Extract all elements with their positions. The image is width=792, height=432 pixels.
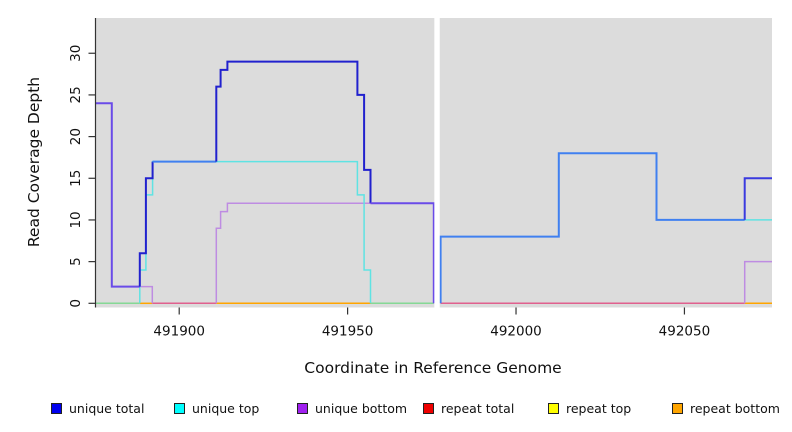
legend-swatch-repeat-top-icon (548, 402, 559, 414)
y-tick-label: 30 (68, 45, 84, 62)
series-unique-top-left (139, 160, 372, 304)
legend-label: repeat bottom (690, 400, 780, 416)
legend: unique total unique top unique bottom re… (0, 399, 792, 423)
legend-label: repeat top (566, 400, 632, 416)
series-unique-total-e (370, 202, 435, 304)
x-tick-label: 492000 (490, 324, 542, 340)
series-unique-total-g (743, 177, 772, 220)
legend-item-repeat-bottom: repeat bottom (672, 399, 780, 417)
series-unique-total-b (138, 161, 154, 287)
y-tick-label: 10 (68, 211, 84, 228)
legend-item-unique-bottom: unique bottom (297, 399, 407, 417)
legend-swatch-repeat-total-icon (423, 402, 434, 414)
y-tick-label: 20 (68, 128, 84, 145)
series-unique-total-a (95, 102, 140, 288)
x-axis-title: Coordinate in Reference Genome (304, 359, 562, 377)
legend-swatch-unique-total-icon (51, 402, 62, 414)
y-tick-label: 25 (68, 86, 84, 103)
y-tick-label: 0 (68, 299, 84, 308)
legend-label: repeat total (441, 400, 515, 416)
legend-swatch-repeat-bottom-icon (672, 402, 683, 414)
legend-item-unique-total: unique total (51, 399, 144, 417)
series-unique-bottom-right (743, 260, 772, 304)
legend-label: unique top (192, 400, 260, 416)
y-tick-label: 5 (68, 257, 84, 266)
legend-label: unique bottom (315, 400, 408, 416)
x-tick-label: 491900 (153, 324, 205, 340)
coverage-gap-mask (434, 18, 440, 308)
series-unique-total-d (215, 60, 372, 204)
legend-item-unique-top: unique top (174, 399, 259, 417)
y-tick-label: 15 (68, 170, 84, 187)
legend-label: unique total (69, 400, 145, 416)
legend-item-repeat-top: repeat top (548, 399, 631, 417)
x-tick-label: 491950 (322, 324, 374, 340)
legend-swatch-unique-bottom-icon (297, 402, 308, 414)
chart-plot-area: 0 5 10 15 20 25 30 491900 491950 492000 492050 (68, 18, 772, 340)
y-axis-title: Read Coverage Depth (25, 76, 43, 248)
x-tick-label: 492050 (659, 324, 711, 340)
legend-swatch-unique-top-icon (174, 402, 185, 414)
legend-item-repeat-total: repeat total (423, 399, 514, 417)
series-unique-total-f (439, 152, 745, 304)
